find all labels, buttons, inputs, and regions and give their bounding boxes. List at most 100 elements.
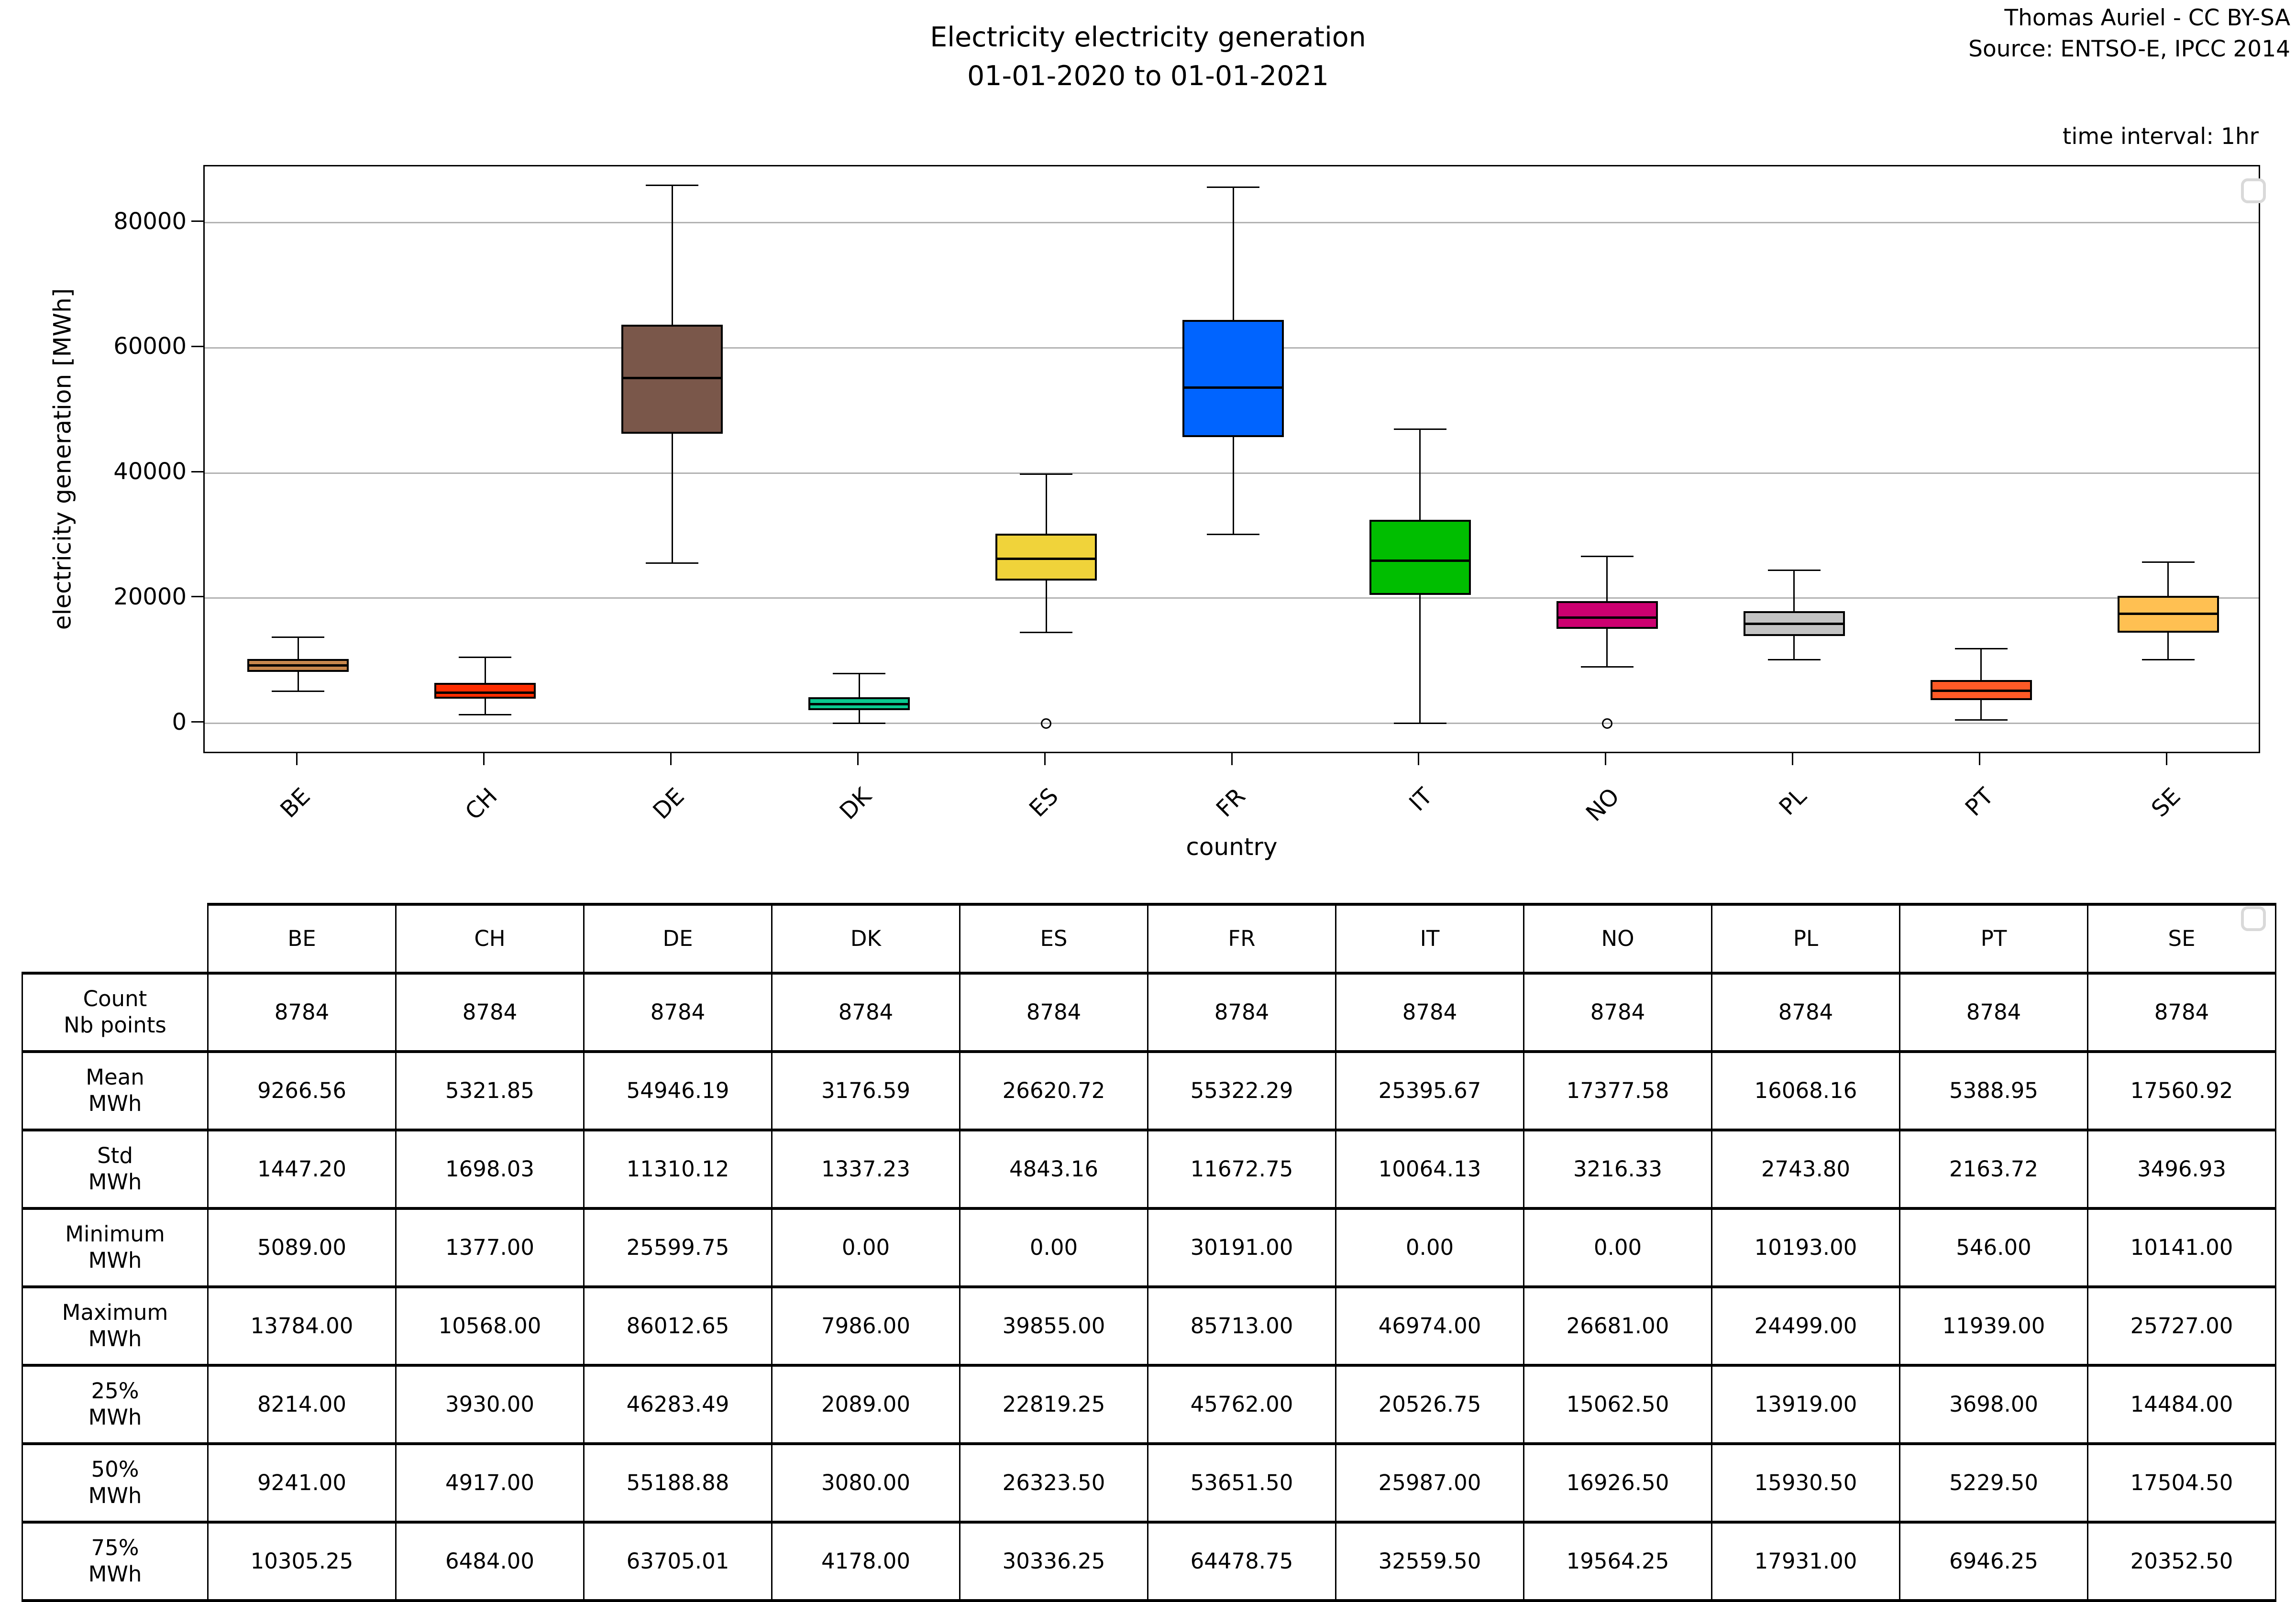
stats-cell-CH: 1377.00 xyxy=(395,1207,585,1288)
x-tick-label-CH: CH xyxy=(460,783,503,825)
y-tick-mark xyxy=(191,721,203,723)
stats-row-count: Count Nb points 8784 8784 8784 8784 8784 8784 87… xyxy=(22,972,2276,1053)
x-tick-mark xyxy=(857,753,859,765)
box-IT xyxy=(1369,519,1471,595)
whisker-lower-ES xyxy=(1045,580,1047,633)
stats-cell-DK: 7986.00 xyxy=(771,1285,960,1367)
whisker-cap-low-PT xyxy=(1954,719,2008,721)
stats-col-header-PL: PL xyxy=(1711,903,1900,975)
stats-cell-IT: 8784 xyxy=(1335,972,1524,1053)
y-tick-label: 0 xyxy=(172,708,187,735)
stats-cell-ES: 39855.00 xyxy=(959,1285,1148,1367)
median-DK xyxy=(808,702,910,705)
stats-cell-BE: 8214.00 xyxy=(207,1364,397,1445)
x-tick-mark xyxy=(2166,753,2168,765)
stats-cell-DK: 3080.00 xyxy=(771,1442,960,1524)
stats-cell-IT: 46974.00 xyxy=(1335,1285,1524,1367)
stats-cell-NO: 16926.50 xyxy=(1523,1442,1712,1524)
stats-cell-CH: 10568.00 xyxy=(395,1285,585,1367)
stats-cell-ES: 4843.16 xyxy=(959,1129,1148,1210)
y-tick-label: 80000 xyxy=(113,208,187,235)
whisker-upper-DK xyxy=(858,673,860,697)
x-tick-mark xyxy=(296,753,298,765)
stats-cell-FR: 64478.75 xyxy=(1147,1521,1336,1602)
stats-cell-FR: 30191.00 xyxy=(1147,1207,1336,1288)
stats-row-label: 75% MWh xyxy=(22,1521,209,1602)
median-ES xyxy=(995,557,1097,560)
x-tick-label-IT: IT xyxy=(1404,783,1438,817)
stats-cell-CH: 4917.00 xyxy=(395,1442,585,1524)
stats-cell-SE: 20352.50 xyxy=(2087,1521,2276,1602)
chart-title-line1: Electricity electricity generation xyxy=(930,22,1366,53)
stats-cell-ES: 30336.25 xyxy=(959,1521,1148,1602)
stats-cell-PL: 2743.80 xyxy=(1711,1129,1900,1210)
stats-row-label: Maximum MWh xyxy=(22,1285,209,1367)
whisker-cap-low-PL xyxy=(1767,658,1821,660)
stats-row-label: Std MWh xyxy=(22,1129,209,1210)
stats-cell-PT: 11939.00 xyxy=(1899,1285,2088,1367)
stats-cell-DE: 54946.19 xyxy=(583,1050,773,1131)
stats-cell-BE: 8784 xyxy=(207,972,397,1053)
stats-row-25: 25% MWh 8214.00 3930.00 46283.49 2089.00 22819… xyxy=(22,1364,2276,1445)
stats-cell-PL: 10193.00 xyxy=(1711,1207,1900,1288)
x-tick-mark xyxy=(1044,753,1046,765)
stats-table-container: BE CH DE DK ES FR IT NO PL PT SE Count Nb points 8784… xyxy=(22,903,2276,1602)
y-tick-mark xyxy=(191,220,203,222)
median-PT xyxy=(1930,689,2032,692)
widget-handle-chart[interactable] xyxy=(2241,178,2266,203)
stats-cell-NO: 3216.33 xyxy=(1523,1129,1712,1210)
stats-cell-SE: 17560.92 xyxy=(2087,1050,2276,1131)
median-IT xyxy=(1369,560,1471,562)
stats-col-header-FR: FR xyxy=(1147,903,1336,975)
whisker-upper-IT xyxy=(1419,429,1421,520)
stats-row-75: 75% MWh 10305.25 6484.00 63705.01 4178.00 3033… xyxy=(22,1521,2276,1602)
whisker-cap-high-DK xyxy=(833,672,886,674)
stats-cell-IT: 25395.67 xyxy=(1335,1050,1524,1131)
median-SE xyxy=(2117,613,2219,615)
x-tick-label-NO: NO xyxy=(1580,783,1625,827)
x-tick-label-DK: DK xyxy=(834,783,877,825)
x-tick-label-FR: FR xyxy=(1211,783,1251,823)
stats-cell-DK: 1337.23 xyxy=(771,1129,960,1210)
whisker-lower-NO xyxy=(1606,629,1608,667)
stats-cell-PL: 8784 xyxy=(1711,972,1900,1053)
x-tick-label-PL: PL xyxy=(1774,783,1812,821)
whisker-cap-low-FR xyxy=(1207,534,1259,536)
median-DE xyxy=(621,376,723,379)
stats-cell-PT: 2163.72 xyxy=(1899,1129,2088,1210)
whisker-cap-low-NO xyxy=(1580,666,1634,668)
figure: Electricity electricity generation 01-01… xyxy=(0,5,2296,1602)
whisker-upper-CH xyxy=(484,657,486,683)
stats-cell-PT: 3698.00 xyxy=(1899,1364,2088,1445)
whisker-cap-high-CH xyxy=(459,656,512,658)
whisker-cap-high-DE xyxy=(646,184,699,186)
stats-cell-SE: 8784 xyxy=(2087,972,2276,1053)
stats-cell-DE: 86012.65 xyxy=(583,1285,773,1367)
whisker-lower-DK xyxy=(858,710,860,724)
chart-title: Electricity electricity generation 01-01… xyxy=(0,18,2296,96)
stats-cell-FR: 8784 xyxy=(1147,972,1336,1053)
stats-cell-SE: 3496.93 xyxy=(2087,1129,2276,1210)
stats-cell-SE: 25727.00 xyxy=(2087,1285,2276,1367)
stats-col-header-CH: CH xyxy=(395,903,585,975)
stats-cell-SE: 14484.00 xyxy=(2087,1364,2276,1445)
whisker-lower-SE xyxy=(2167,633,2169,660)
stats-row-label: Count Nb points xyxy=(22,972,209,1053)
x-tick-label-PT: PT xyxy=(1960,783,1999,822)
stats-cell-BE: 1447.20 xyxy=(207,1129,397,1210)
whisker-upper-PT xyxy=(1980,648,1982,680)
box-ES xyxy=(995,533,1097,581)
stats-cell-CH: 3930.00 xyxy=(395,1364,585,1445)
stats-cell-BE: 13784.00 xyxy=(207,1285,397,1367)
whisker-lower-FR xyxy=(1232,437,1234,535)
credit-source: Source: ENTSO-E, IPCC 2014 xyxy=(1968,35,2290,62)
gridline xyxy=(205,472,2259,474)
box-FR xyxy=(1182,319,1284,437)
stats-cell-PL: 17931.00 xyxy=(1711,1521,1900,1602)
stats-cell-CH: 6484.00 xyxy=(395,1521,585,1602)
whisker-cap-low-DK xyxy=(833,723,886,724)
whisker-upper-DE xyxy=(671,185,673,325)
stats-cell-NO: 26681.00 xyxy=(1523,1285,1712,1367)
x-tick-mark xyxy=(1792,753,1794,765)
whisker-cap-low-SE xyxy=(2141,659,2195,661)
